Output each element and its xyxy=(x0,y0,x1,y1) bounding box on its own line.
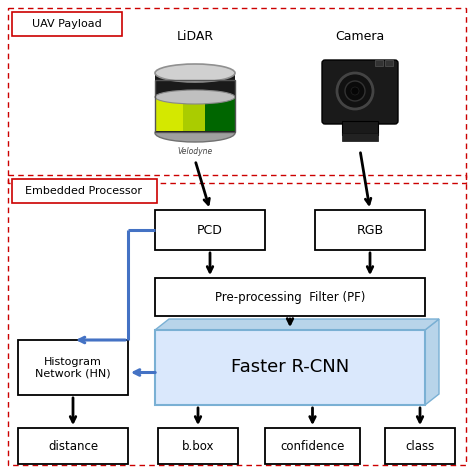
Bar xyxy=(18,428,128,464)
Text: Faster R-CNN: Faster R-CNN xyxy=(231,358,349,376)
Bar xyxy=(155,97,183,131)
Text: PCD: PCD xyxy=(197,224,223,237)
Bar xyxy=(155,80,235,132)
Bar xyxy=(315,210,425,250)
Bar xyxy=(155,330,425,405)
Bar xyxy=(155,210,265,250)
Bar xyxy=(385,60,393,66)
Text: LiDAR: LiDAR xyxy=(176,30,214,43)
Ellipse shape xyxy=(155,90,235,104)
Text: Pre-processing  Filter (PF): Pre-processing Filter (PF) xyxy=(215,291,365,303)
Bar xyxy=(155,278,425,316)
Bar xyxy=(12,12,122,36)
Bar xyxy=(155,73,235,133)
Polygon shape xyxy=(425,319,439,405)
Bar xyxy=(342,121,378,135)
Text: UAV Payload: UAV Payload xyxy=(32,19,102,29)
Text: Embedded Processor: Embedded Processor xyxy=(26,186,143,196)
Text: RGB: RGB xyxy=(356,224,383,237)
Text: distance: distance xyxy=(48,439,98,453)
Bar xyxy=(18,340,128,395)
Text: Camera: Camera xyxy=(336,30,384,43)
Bar xyxy=(155,97,205,131)
Bar xyxy=(385,428,455,464)
Bar xyxy=(205,97,235,131)
Circle shape xyxy=(337,73,373,109)
Text: Velodyne: Velodyne xyxy=(177,147,213,156)
Text: confidence: confidence xyxy=(280,439,345,453)
Bar xyxy=(8,8,466,183)
Text: b.box: b.box xyxy=(182,439,214,453)
Bar xyxy=(375,60,383,66)
Bar xyxy=(265,428,360,464)
Circle shape xyxy=(345,81,365,101)
Text: class: class xyxy=(405,439,435,453)
Bar xyxy=(8,175,466,465)
Bar xyxy=(342,133,378,141)
Bar xyxy=(12,179,157,203)
Text: Histogram
Network (HN): Histogram Network (HN) xyxy=(35,357,111,378)
Polygon shape xyxy=(155,319,439,330)
Ellipse shape xyxy=(155,64,235,82)
Bar xyxy=(158,428,238,464)
FancyBboxPatch shape xyxy=(322,60,398,124)
Ellipse shape xyxy=(155,124,235,142)
Circle shape xyxy=(351,87,359,95)
